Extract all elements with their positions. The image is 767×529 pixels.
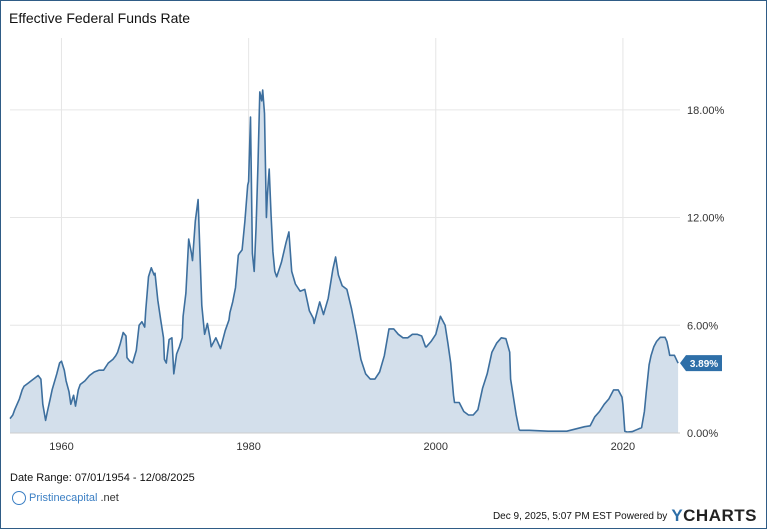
series-line [9,89,679,433]
x-tick-label: 2020 [611,441,635,453]
ycharts-logo-y: Y [671,506,684,525]
timestamp-text: Dec 9, 2025, 5:07 PM EST Powered by [492,510,668,522]
chart-title: Effective Federal Funds Rate [9,10,191,26]
series-area [10,90,679,433]
ycharts-logo-rest: CHARTS [683,506,757,525]
ycharts-logo[interactable]: YCHARTS [671,506,757,526]
last-value-badge [680,355,722,372]
y-tick-label: 18.00% [687,105,725,117]
y-tick-label: 0.00% [687,428,718,440]
date-range-label: Date Range: 07/01/1954 - 12/08/2025 [10,472,195,484]
pristine-capital-logo[interactable]: Pristinecapital .net [12,491,119,505]
footer-attribution: Dec 9, 2025, 5:07 PM EST Powered by YCHA… [493,506,757,526]
x-tick-label: 1960 [49,441,73,453]
last-value-label: 3.89% [690,359,718,370]
y-tick-label: 12.00% [687,213,725,225]
logo-suffix: .net [100,492,119,504]
y-tick-label: 6.00% [687,320,718,332]
logo-text: Pristinecapital [29,492,98,504]
pristine-capital-icon [12,491,26,505]
x-tick-label: 1980 [236,441,260,453]
x-tick-label: 2000 [424,441,448,453]
